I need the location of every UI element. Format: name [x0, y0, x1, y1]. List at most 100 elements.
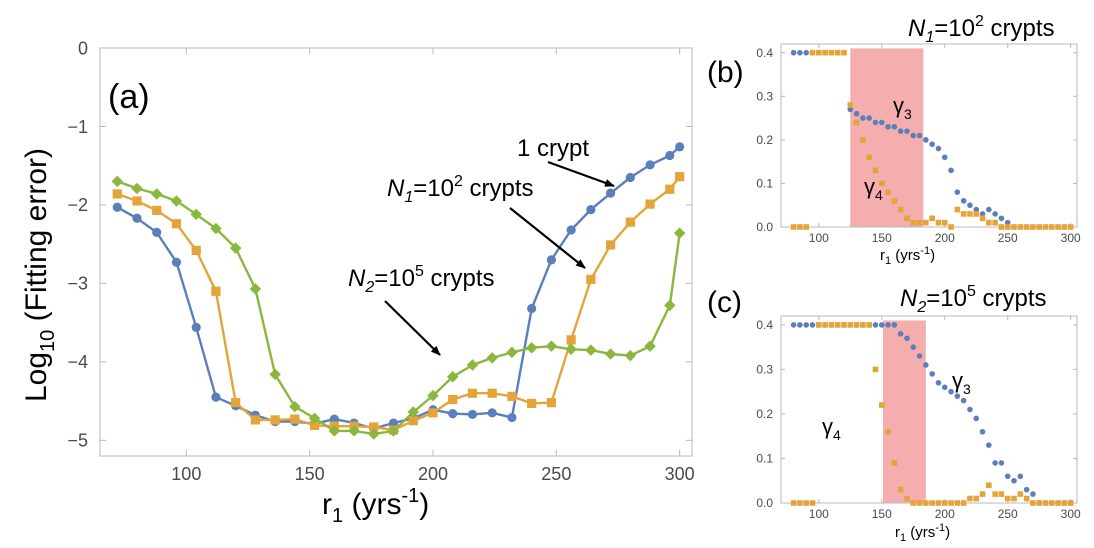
data-point-blue	[923, 137, 929, 143]
y-tick-label: 0.2	[756, 407, 773, 421]
data-point-orange	[809, 49, 816, 56]
data-point-orange	[967, 495, 973, 502]
data-point-blue	[929, 371, 935, 377]
data-point-blue	[853, 110, 860, 117]
data-point-green	[525, 341, 538, 354]
data-point-orange	[467, 388, 478, 398]
data-point-green	[190, 208, 202, 221]
data-point-green	[565, 343, 577, 356]
data-point-orange	[828, 322, 835, 328]
x-tick-label: 250	[998, 231, 1018, 245]
data-point-blue	[910, 344, 917, 350]
data-point-green	[585, 344, 597, 356]
data-point-blue	[1030, 491, 1036, 497]
annotation-n1: N1=102 crypts	[387, 173, 534, 206]
data-point-orange	[960, 211, 967, 217]
data-point-orange	[979, 491, 986, 497]
data-point-orange	[866, 154, 872, 161]
y-tick-label: 0.2	[756, 133, 773, 147]
panel-c-frame	[780, 315, 1078, 504]
data-point-orange	[834, 49, 841, 56]
y-tick-label: 0.0	[756, 220, 773, 234]
x-tick-label: 200	[935, 507, 955, 521]
panel-a-x-label: r1 (yrs-1)	[322, 485, 429, 527]
data-point-blue	[625, 172, 635, 183]
data-point-orange	[834, 322, 841, 328]
data-point-orange	[803, 224, 809, 230]
panel-c-markers	[790, 322, 1074, 506]
data-point-orange	[891, 460, 898, 466]
data-point-orange	[822, 49, 828, 56]
data-point-green	[229, 242, 242, 254]
data-point-blue	[992, 211, 998, 217]
data-point-blue	[986, 206, 992, 213]
data-point-orange	[815, 322, 822, 328]
data-point-orange	[606, 240, 616, 250]
data-point-orange	[923, 219, 929, 226]
data-point-blue	[388, 418, 399, 428]
y-tick-label: 0.4	[756, 318, 773, 332]
data-point-orange	[1067, 224, 1074, 230]
data-point-blue	[916, 353, 923, 359]
data-point-orange	[878, 180, 885, 187]
data-point-orange	[815, 49, 822, 56]
x-tick-label: 200	[935, 231, 955, 245]
data-point-blue	[566, 225, 576, 235]
data-point-orange	[941, 500, 948, 506]
panel-c-gamma3-label: γ3	[952, 368, 971, 397]
data-point-orange	[1011, 495, 1017, 502]
y-tick-label: 0	[78, 38, 88, 58]
panel-a-label: (a)	[108, 78, 150, 116]
data-point-orange	[1061, 224, 1068, 230]
data-point-orange	[566, 335, 576, 345]
data-point-green	[407, 406, 420, 418]
data-point-green	[644, 340, 656, 352]
data-point-orange	[191, 245, 201, 256]
data-point-blue	[979, 211, 986, 217]
data-point-blue	[941, 384, 948, 391]
data-point-orange	[586, 274, 596, 285]
panel-b-frame	[780, 43, 1078, 228]
panel-a-x-ticks: 100 150 200 250 300	[171, 48, 695, 484]
data-point-blue	[897, 128, 904, 134]
panel-b-y-ticks: 0.0 0.1 0.2 0.3 0.4	[756, 46, 1077, 234]
data-point-orange	[891, 198, 898, 204]
data-point-blue	[885, 322, 891, 328]
data-point-orange	[546, 398, 556, 408]
x-tick-label: 100	[809, 231, 829, 245]
data-point-orange	[841, 322, 847, 328]
x-tick-label: 300	[1061, 231, 1081, 245]
data-point-orange	[1030, 500, 1036, 506]
panel-c-highlight	[883, 320, 926, 503]
data-point-orange	[797, 224, 803, 230]
data-point-orange	[809, 500, 816, 506]
data-point-orange	[487, 388, 497, 398]
data-point-blue	[507, 412, 517, 423]
data-point-orange	[828, 49, 835, 56]
data-point-orange	[992, 219, 998, 226]
data-point-orange	[998, 224, 1005, 230]
data-point-orange	[904, 215, 910, 222]
data-point-blue	[954, 189, 961, 195]
data-point-orange	[428, 408, 438, 418]
data-point-orange	[841, 49, 847, 56]
y-tick-label: 0.1	[756, 177, 773, 191]
data-point-orange	[1017, 224, 1024, 230]
data-point-green	[249, 283, 262, 295]
data-point-blue	[1004, 473, 1011, 480]
data-point-blue	[467, 409, 478, 420]
data-point-orange	[935, 500, 942, 506]
data-point-green	[289, 400, 301, 413]
data-point-blue	[967, 202, 973, 209]
panel-c-label: (c)	[707, 286, 742, 319]
data-point-orange	[910, 219, 917, 226]
data-point-blue	[948, 167, 954, 174]
data-point-green	[210, 222, 222, 235]
data-point-orange	[998, 491, 1005, 497]
data-point-blue	[675, 142, 685, 152]
data-point-blue	[998, 460, 1005, 466]
data-point-blue	[487, 408, 497, 418]
data-point-orange	[1036, 500, 1043, 506]
data-point-orange	[954, 206, 961, 213]
